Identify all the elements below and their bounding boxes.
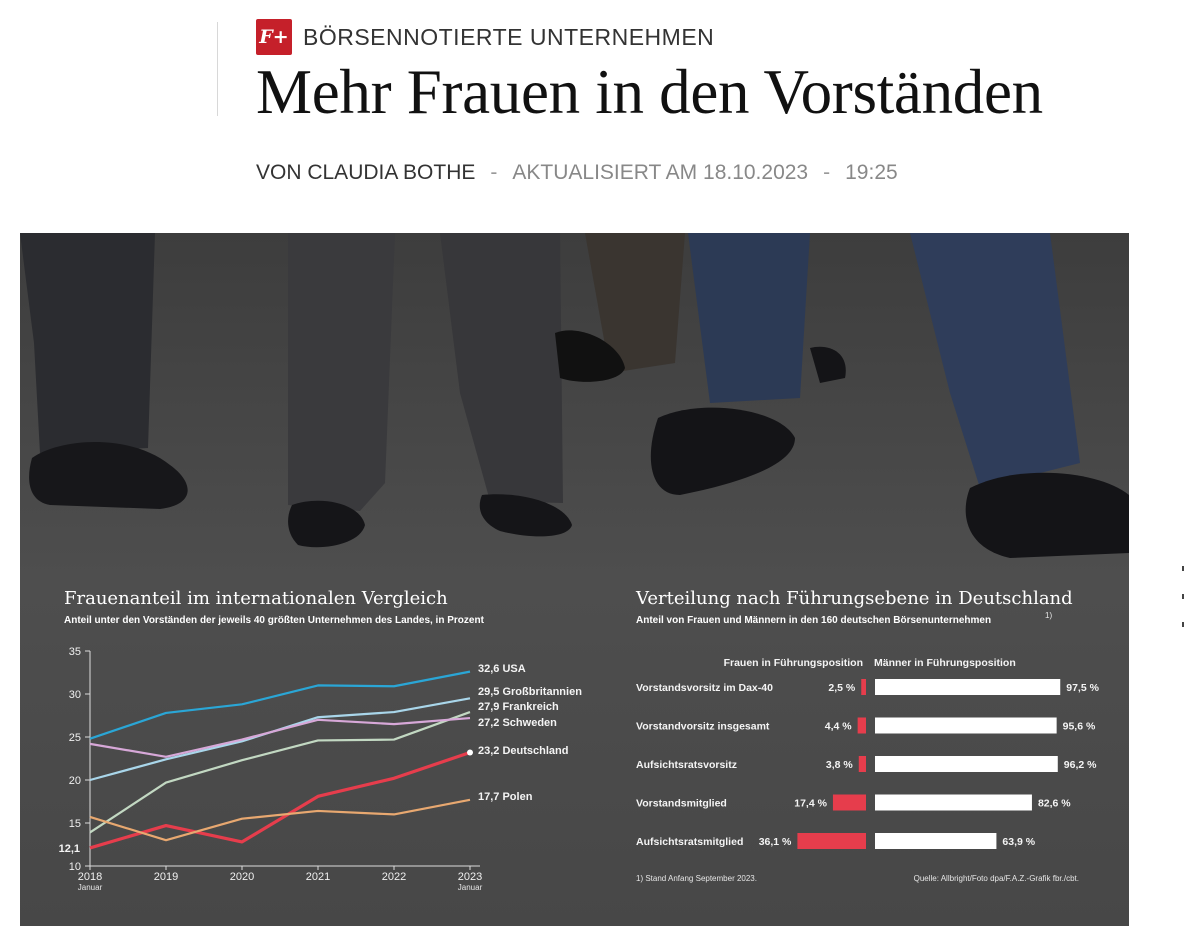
x-tick-label: 2020 [230,871,254,883]
line-chart: Frauenanteil im internationalen Vergleic… [59,588,583,892]
series-line-schweden [89,716,471,758]
bar-women [861,679,866,695]
men-header: Männer in Führungsposition [874,657,1016,669]
line-chart-subtitle: Anteil unter den Vorständen der jeweils … [64,615,485,626]
series-end-dot [467,749,473,756]
series-end-label: 17,7 Polen [478,791,533,803]
bar-chart-title: Verteilung nach Führungsebene in Deutsch… [635,588,1073,609]
x-tick-sublabel: Januar [78,883,103,892]
series-line-polen [89,798,471,842]
header-divider [217,22,218,116]
bar-women [832,794,866,811]
bar-men-value: 96,2 % [1064,759,1097,771]
updated-label: AKTUALISIERT AM 18.10.2023 [512,161,809,184]
y-tick-label: 20 [69,775,81,787]
bar-women-value: 17,4 % [794,798,827,810]
bar-men-value: 82,6 % [1038,798,1071,810]
article-title: Mehr Frauen in den Vorständen [256,57,1043,127]
series-end-label: 29,5 Großbritannien [478,686,582,698]
bar-men-value: 95,6 % [1063,721,1096,733]
x-tick-label: 2022 [382,871,406,883]
line-chart-title: Frauenanteil im internationalen Vergleic… [64,588,448,609]
bar-chart-footnote-marker: 1) [1045,611,1052,620]
series-line-frankreich [89,711,471,834]
bar-category-label: Aufsichtsratsmitglied [636,836,743,848]
bar-men [875,717,1057,734]
bar-women [857,717,866,734]
series-end-label: 27,9 Frankreich [478,701,559,713]
bar-men-value: 97,5 % [1066,682,1099,694]
bar-category-label: Vorstandsmitglied [636,798,727,810]
y-tick-label: 15 [69,818,81,830]
source-credit: Quelle: Allbright/Foto dpa/F.A.Z.-Grafik… [914,874,1079,883]
bar-women-value: 3,8 % [826,759,854,771]
bar-men [875,756,1058,772]
series-end-label: 32,6 USA [478,663,526,675]
x-tick-sublabel: Januar [458,883,483,892]
bar-chart: Verteilung nach Führungsebene in Deutsch… [635,588,1100,883]
kicker[interactable]: F+ BÖRSENNOTIERTE UNTERNEHMEN [256,19,714,55]
author[interactable]: VON CLAUDIA BOTHE [256,161,476,184]
x-tick-label: 2023 [458,871,482,883]
x-tick-label: 2019 [154,871,178,883]
bar-men [875,679,1061,695]
fplus-badge-icon: F+ [256,19,292,55]
bar-women-value: 36,1 % [759,836,792,848]
bar-category-label: Aufsichtsratsvorsitz [636,759,737,771]
y-tick-label: 30 [69,689,81,701]
bar-women-value: 4,4 % [825,721,853,733]
bar-chart-subtitle: Anteil von Frauen und Männern in den 160… [636,615,991,626]
byline-separator: - [490,161,498,184]
bar-men [875,794,1032,811]
bar-footnote: 1) Stand Anfang September 2023. [636,874,757,883]
bar-women [858,756,866,772]
bar-women-value: 2,5 % [828,682,856,694]
x-tick-label: 2018 [78,871,102,883]
byline: VON CLAUDIA BOTHE - AKTUALISIERT AM 18.10.… [256,161,898,185]
series-end-label: 23,2 Deutschland [478,745,568,757]
women-header: Frauen in Führungsposition [724,657,863,669]
bar-men-value: 63,9 % [1002,836,1035,848]
updated-time: 19:25 [845,161,898,184]
bar-women [797,833,866,849]
y-tick-label: 25 [69,732,81,744]
byline-separator: - [823,161,831,184]
series-line-deutschland [89,750,471,850]
bar-category-label: Vorstandvorsitz insgesamt [636,721,770,733]
series-end-label: 27,2 Schweden [478,717,557,729]
series-start-label: 12,1 [59,843,80,855]
scroll-edge-marks [1182,566,1184,656]
y-tick-label: 10 [69,861,81,873]
article-figure[interactable]: Frauenanteil im internationalen Vergleic… [20,233,1129,926]
bar-men [875,833,997,849]
legs-photo: Frauenanteil im internationalen Vergleic… [20,233,1129,926]
kicker-label: BÖRSENNOTIERTE UNTERNEHMEN [303,23,715,50]
series-line-usa [89,670,471,740]
y-tick-label: 35 [69,646,81,658]
x-tick-label: 2021 [306,871,330,883]
bar-category-label: Vorstandsvorsitz im Dax-40 [636,682,773,694]
